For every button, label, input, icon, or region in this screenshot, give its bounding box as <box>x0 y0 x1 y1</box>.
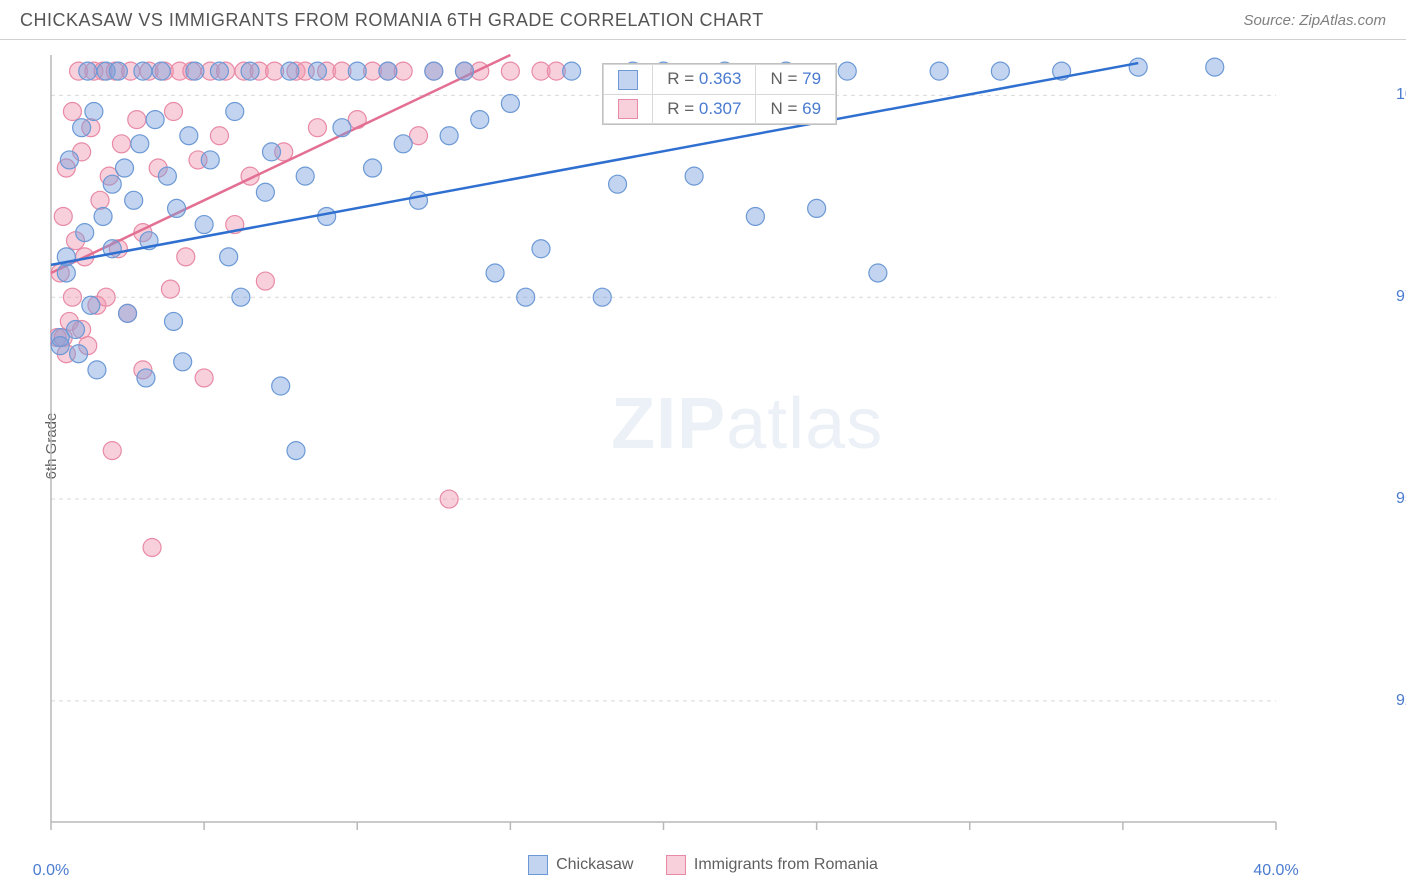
chart-area: ZIPatlas R = 0.363 N = 79 R = 0.307 N = … <box>50 50 1386 842</box>
y-tick-label: 92.5% <box>1396 692 1406 710</box>
chickasaw-swatch-icon <box>528 855 548 875</box>
y-tick-label: 97.5% <box>1396 288 1406 306</box>
y-tick-label: 95.0% <box>1396 490 1406 508</box>
scatter-plot-svg <box>50 50 1386 842</box>
romania-swatch <box>618 99 638 119</box>
y-tick-label: 100.0% <box>1396 86 1406 104</box>
romania-swatch-icon <box>666 855 686 875</box>
series-legend: Chickasaw Immigrants from Romania <box>0 855 1406 880</box>
chickasaw-swatch <box>618 70 638 90</box>
legend-row-chickasaw: R = 0.363 N = 79 <box>604 65 836 95</box>
legend-item-chickasaw: Chickasaw <box>528 855 633 875</box>
source-label: Source: ZipAtlas.com <box>1243 12 1386 29</box>
legend-row-romania: R = 0.307 N = 69 <box>604 94 836 124</box>
correlation-legend: R = 0.363 N = 79 R = 0.307 N = 69 <box>602 63 837 125</box>
legend-item-romania: Immigrants from Romania <box>666 855 878 875</box>
chart-title: CHICKASAW VS IMMIGRANTS FROM ROMANIA 6TH… <box>20 10 764 31</box>
